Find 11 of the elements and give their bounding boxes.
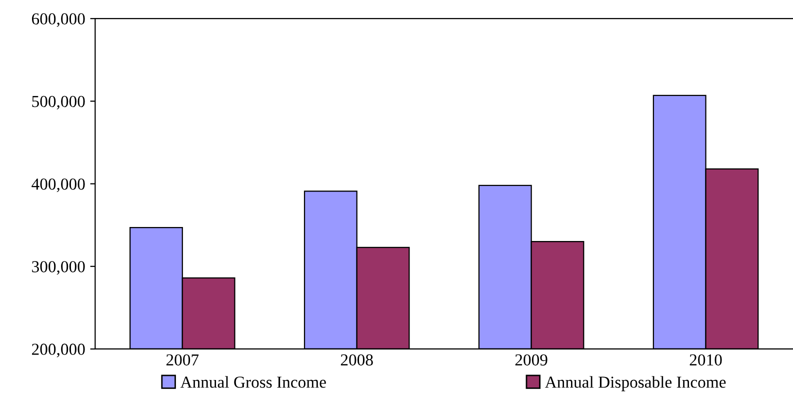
y-tick-label: 300,000 [32, 261, 85, 275]
y-tick-label: 200,000 [32, 344, 85, 358]
y-tick-label: 400,000 [32, 178, 85, 192]
legend-label: Annual Disposable Income [544, 376, 726, 392]
x-tick-label: 2009 [515, 354, 548, 366]
y-tick-label: 500,000 [32, 96, 85, 110]
x-tick-label: 2007 [166, 354, 199, 366]
x-tick-label: 2008 [340, 354, 373, 366]
x-tick-label: 2010 [690, 354, 722, 366]
y-tick-label: 600,000 [32, 13, 85, 27]
legend-label: Annual Gross Income [180, 376, 326, 388]
